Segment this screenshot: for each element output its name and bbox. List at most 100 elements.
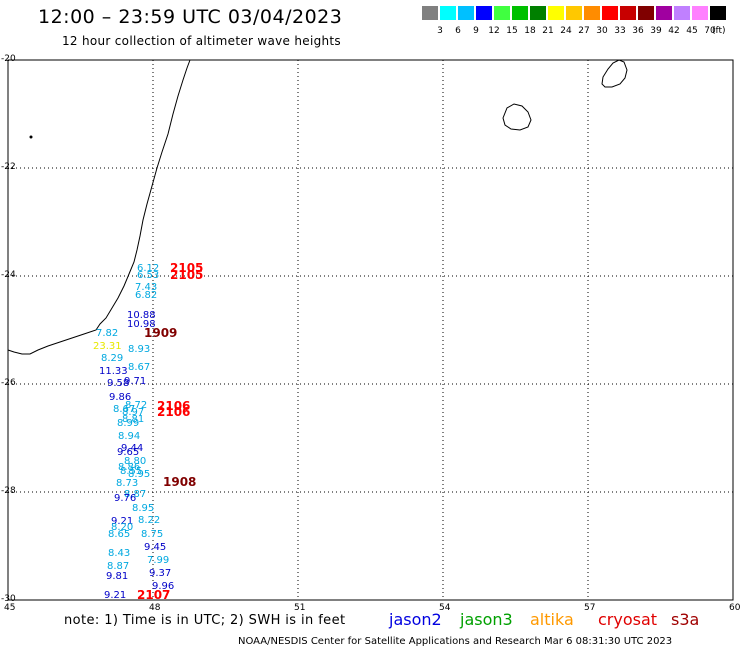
legend-swatch: [602, 6, 618, 20]
pass-time-label: 2107: [137, 588, 171, 602]
wave-height-value: 7.99: [147, 555, 170, 566]
latitude-label: -24: [1, 270, 16, 280]
madagascar-coastline: [7, 59, 191, 355]
wave-height-value: 11.33: [99, 366, 128, 377]
wave-height-value: 9.37: [149, 568, 172, 579]
grid-lines: [8, 60, 733, 600]
legend-swatch: [548, 6, 564, 20]
wave-height-value: 9.58: [107, 378, 130, 389]
legend-label: 24: [560, 26, 572, 36]
legend-label: 6: [455, 26, 461, 36]
wave-height-value: 9.65: [117, 447, 140, 458]
satellite-name-altika: altika: [530, 610, 574, 629]
legend-swatch: [494, 6, 510, 20]
wave-height-value: 6.82: [135, 290, 158, 301]
legend-swatch: [422, 6, 438, 20]
wave-height-value: 10.88: [127, 310, 156, 321]
wave-height-value: 23.31: [93, 341, 122, 352]
wave-height-value: 8.97: [122, 407, 145, 418]
legend-label: 12: [488, 26, 500, 36]
legend-swatch: [458, 6, 474, 20]
legend-swatch: [440, 6, 456, 20]
wave-height-value: 9.71: [124, 376, 147, 387]
wave-height-value: 8.73: [116, 478, 139, 489]
legend-label: 42: [668, 26, 680, 36]
wave-height-value: 9.44: [121, 443, 144, 454]
wave-height-value: 8.55: [120, 466, 143, 477]
map-frame: [7, 59, 734, 601]
legend-label: 27: [578, 26, 590, 36]
pass-time-label: 2105: [170, 261, 204, 275]
legend-swatch: [638, 6, 654, 20]
wave-height-value: 8.87: [107, 561, 130, 572]
wave-height-value: 8.86: [118, 462, 141, 473]
chart-title: 12:00 – 23:59 UTC 03/04/2023: [38, 6, 343, 28]
legend-swatch: [674, 6, 690, 20]
legend-swatch: [530, 6, 546, 20]
satellite-name-jason2: jason2: [389, 610, 442, 629]
mauritius-island: [601, 59, 628, 88]
legend-label: 15: [506, 26, 518, 36]
wave-height-value: 7.43: [135, 282, 158, 293]
chart-subtitle: 12 hour collection of altimeter wave hei…: [62, 34, 341, 48]
legend-label: 36: [632, 26, 644, 36]
wave-height-value: 8.95: [132, 503, 155, 514]
wave-height-value: 8.67: [113, 404, 136, 415]
wave-height-value: 9.81: [106, 571, 129, 582]
wave-height-value: 9.86: [109, 392, 132, 403]
wave-height-value: 7.82: [96, 328, 119, 339]
footer-note: note: 1) Time is in UTC; 2) SWH is in fe…: [64, 613, 346, 628]
wave-height-value: 8.93: [128, 344, 151, 355]
legend-swatch: [566, 6, 582, 20]
legend-swatch: [692, 6, 708, 20]
legend-swatch: [656, 6, 672, 20]
wave-height-value: 8.99: [117, 418, 140, 429]
legend-label: 30: [596, 26, 608, 36]
legend-label: 39: [650, 26, 662, 36]
legend-label: 21: [542, 26, 554, 36]
legend-swatch: [620, 6, 636, 20]
satellite-name-cryosat: cryosat: [598, 610, 658, 629]
pass-time-label: 2106: [157, 405, 191, 419]
legend-label: 33: [614, 26, 626, 36]
wave-height-value: 10.98: [127, 319, 156, 330]
longitude-label: 54: [439, 603, 451, 613]
legend-label: 3: [437, 26, 443, 36]
satellite-name-s3a: s3a: [671, 610, 700, 629]
latitude-label: -26: [1, 378, 16, 388]
wave-height-value: 9.21: [104, 590, 127, 601]
wave-height-value: 9.21: [111, 516, 134, 527]
legend-swatch: [512, 6, 528, 20]
wave-height-value: 8.22: [138, 515, 161, 526]
latitude-label: -30: [1, 594, 16, 604]
reunion-island: [502, 103, 532, 131]
longitude-label: 60: [729, 603, 740, 613]
wave-height-value: 8.80: [124, 456, 147, 467]
wave-height-value: 8.94: [118, 431, 141, 442]
wave-height-value: 8.20: [111, 522, 134, 533]
credit-line: NOAA/NESDIS Center for Satellite Applica…: [238, 636, 673, 647]
small-island: [29, 135, 33, 139]
legend-label: 45: [686, 26, 698, 36]
latitude-label: -20: [1, 54, 16, 64]
wave-height-value: 8.43: [108, 548, 131, 559]
longitude-label: 51: [294, 603, 306, 613]
wave-height-value: 6.12: [137, 263, 160, 274]
legend-label: 9: [473, 26, 479, 36]
wave-height-value: 8.72: [125, 400, 148, 411]
latitude-label: -28: [1, 486, 16, 496]
wave-height-value: 8.95: [128, 469, 151, 480]
wave-height-value: 6.53: [137, 270, 160, 281]
pass-time-label: 2105: [170, 268, 204, 282]
wave-height-value: 8.75: [141, 529, 164, 540]
satellite-name-jason3: jason3: [460, 610, 513, 629]
wave-height-value: 8.65: [108, 529, 131, 540]
wave-height-value: 8.67: [128, 362, 151, 373]
wave-height-value: 8.87: [124, 489, 147, 500]
wave-height-value: 9.45: [144, 542, 167, 553]
latitude-label: -22: [1, 162, 16, 172]
wave-height-value: 9.96: [152, 581, 175, 592]
legend-label: 70: [704, 26, 716, 36]
longitude-label: 48: [149, 603, 161, 613]
